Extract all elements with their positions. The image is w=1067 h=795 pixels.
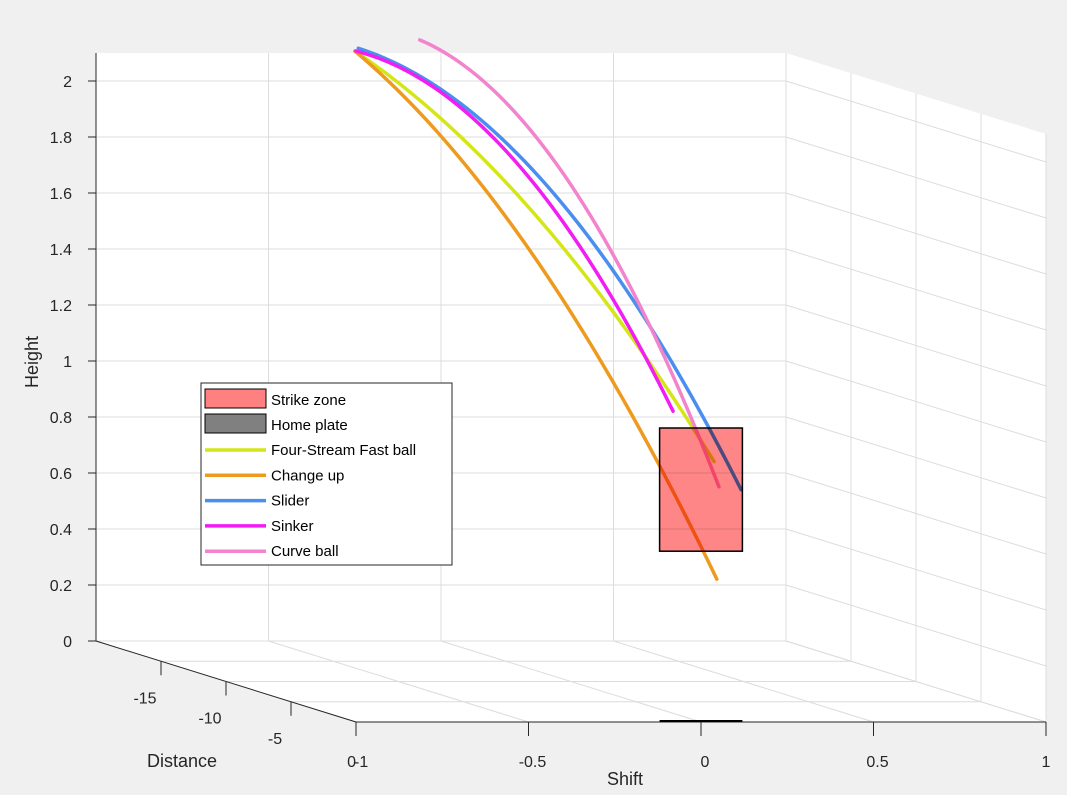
shift-tick-label: 0.5 xyxy=(866,754,888,771)
height-tick-label: 0 xyxy=(63,634,72,651)
height-tick-label: 1.8 xyxy=(50,130,72,147)
height-tick-label: 1.2 xyxy=(50,298,72,315)
height-axis-label: Height xyxy=(22,336,42,388)
legend-swatch-home-plate xyxy=(204,413,267,434)
distance-tick-label: -10 xyxy=(198,711,221,728)
shift-axis-ticks: -1 -0.5 0 0.5 1 xyxy=(354,722,1051,771)
legend-label: Curve ball xyxy=(271,543,339,560)
distance-axis-label: Distance xyxy=(147,751,217,771)
trajectory-curve-ball xyxy=(417,38,721,489)
shift-tick-label: 1 xyxy=(1042,754,1051,771)
shift-tick-label: -0.5 xyxy=(519,754,547,771)
trajectory-slider xyxy=(356,46,743,492)
shift-tick-label: 0 xyxy=(701,754,710,771)
legend-label-home-plate: Home plate xyxy=(271,417,348,434)
trajectory-change-up xyxy=(353,49,719,581)
distance-tick-label: 0 xyxy=(347,754,356,771)
height-tick-label: 1.6 xyxy=(50,186,72,203)
home-plate xyxy=(659,720,743,722)
height-tick-label: 2 xyxy=(63,74,72,91)
legend-label: Change up xyxy=(271,467,344,484)
strike-zone xyxy=(658,427,744,552)
legend[interactable]: Strike zone Home plate Four-Stream Fast … xyxy=(200,382,453,566)
legend-label: Sinker xyxy=(271,518,314,535)
height-tick-label: 0.2 xyxy=(50,578,72,595)
height-tick-label: 0.4 xyxy=(50,522,72,539)
height-tick-label: 1 xyxy=(63,354,72,371)
height-axis-ticks: 0 0.2 0.4 0.6 0.8 1 1.2 1.4 1.6 1.8 2 xyxy=(50,74,96,651)
distance-axis-ticks: -15 -10 -5 0 xyxy=(133,661,357,771)
distance-tick-label: -15 xyxy=(133,690,156,707)
shift-tick-label: -1 xyxy=(354,754,368,771)
trajectories xyxy=(353,38,743,581)
legend-label: Four-Stream Fast ball xyxy=(271,442,416,459)
height-tick-label: 0.8 xyxy=(50,410,72,427)
height-tick-label: 0.6 xyxy=(50,466,72,483)
trajectory-four-stream-fast-ball xyxy=(353,49,716,464)
height-tick-label: 1.4 xyxy=(50,242,72,259)
legend-label: Slider xyxy=(271,493,309,510)
shift-axis-label: Shift xyxy=(607,769,643,789)
trajectory-sinker xyxy=(354,49,675,413)
legend-swatch-strike-zone xyxy=(204,388,267,409)
legend-label-strike-zone: Strike zone xyxy=(271,392,346,409)
distance-tick-label: -5 xyxy=(268,731,282,748)
